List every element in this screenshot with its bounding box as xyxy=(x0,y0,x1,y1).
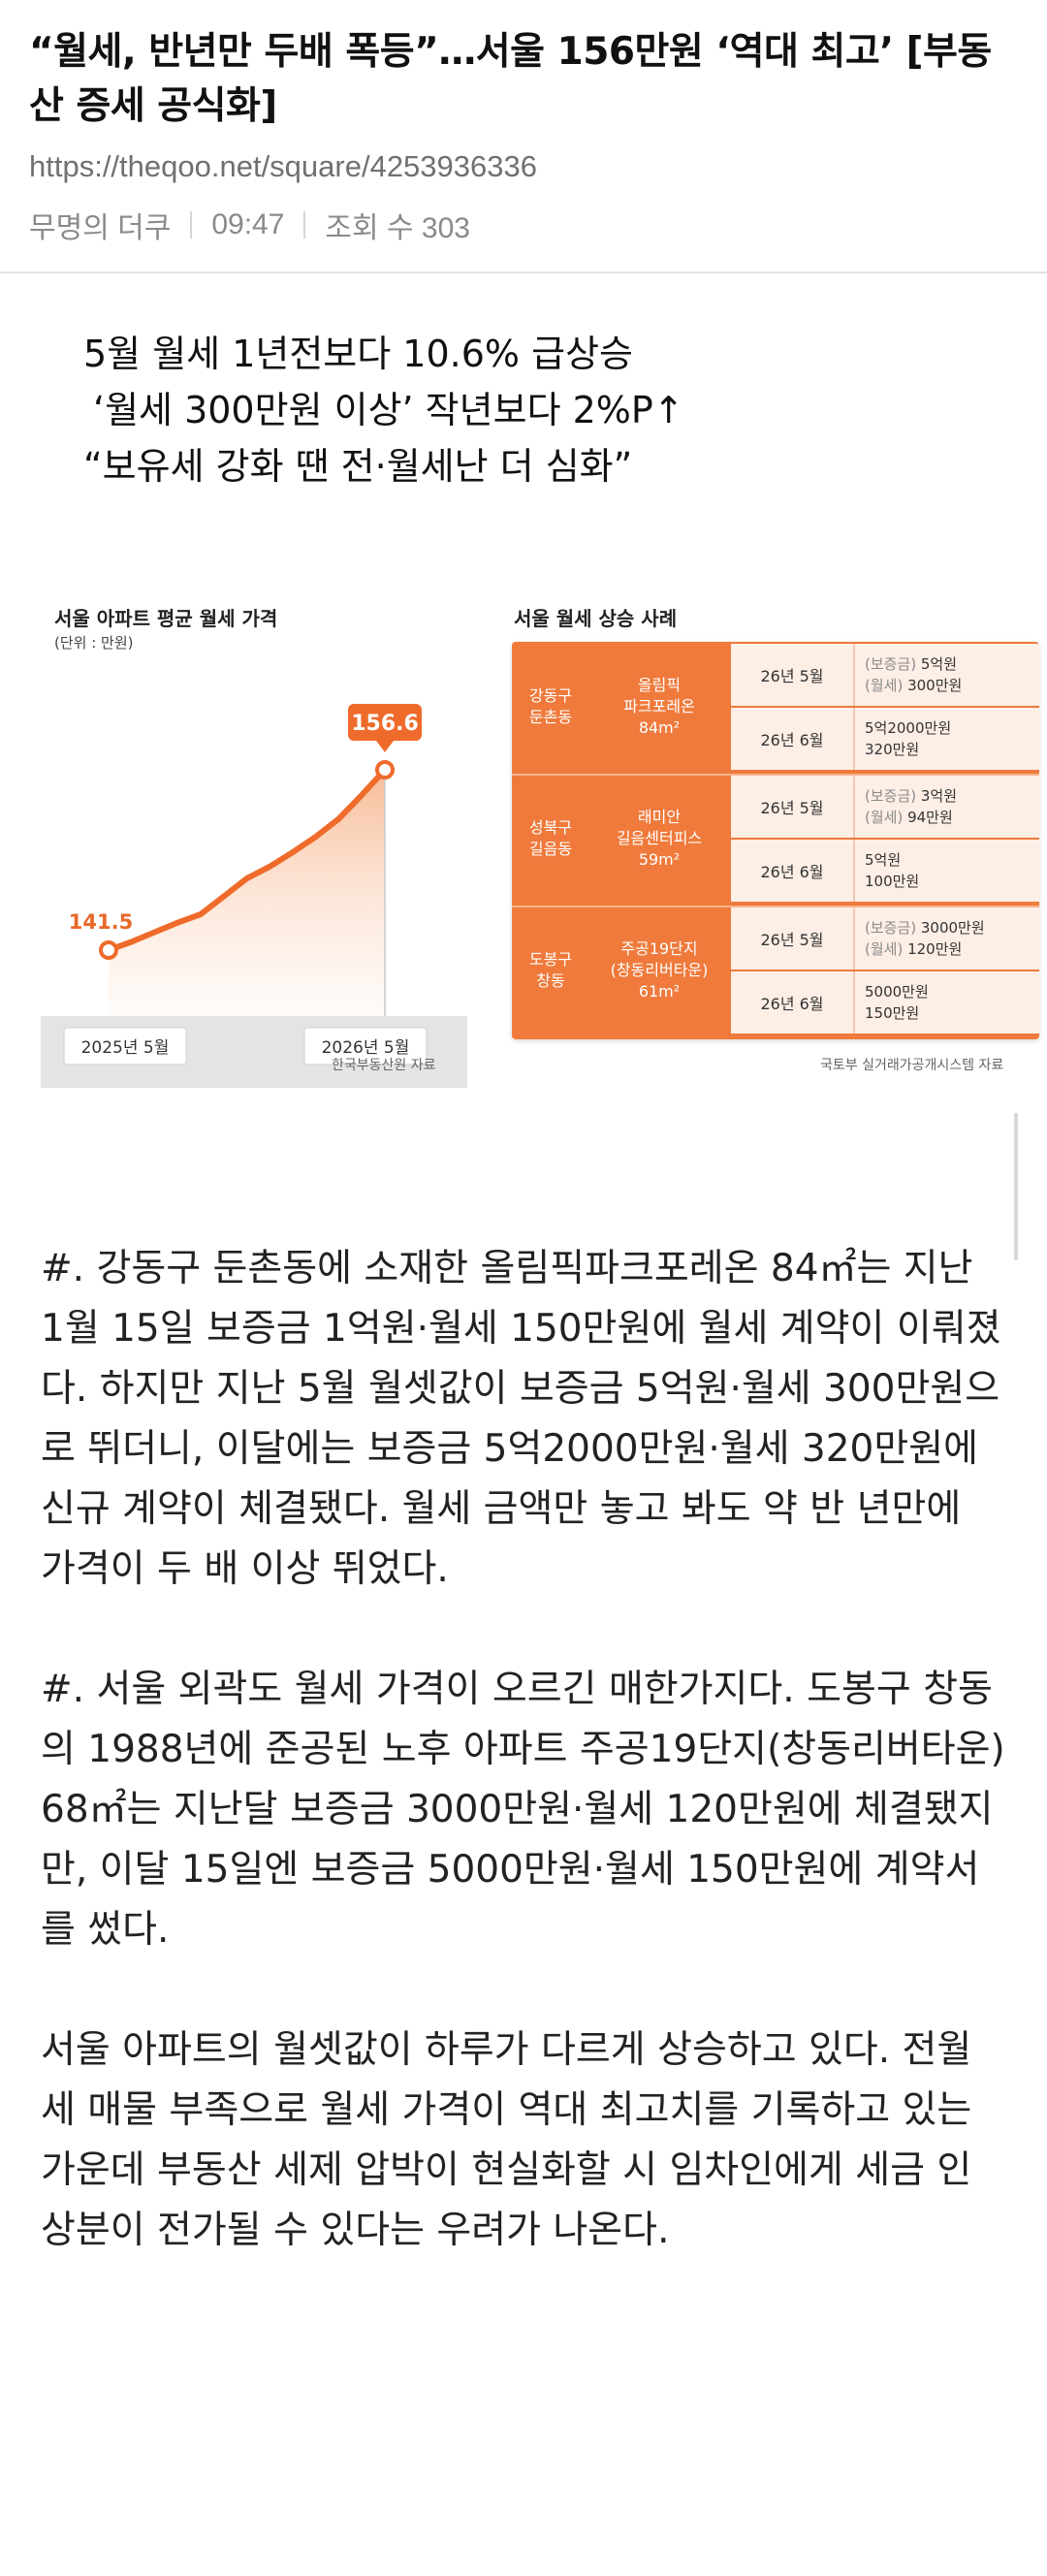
meta-divider xyxy=(303,211,306,239)
price-value: 300만원 xyxy=(903,677,963,694)
district-cell: 도봉구 창동 xyxy=(528,950,573,990)
article-infographic: 서울 아파트 평균 월세 가격 (단위 : 만원) 141.5 156.6 xyxy=(41,603,1039,1088)
header-divider xyxy=(0,271,1047,273)
post-time: 09:47 xyxy=(211,208,285,240)
row-separator xyxy=(512,906,1039,907)
contract-cell-may: 26년 5월 (보증금) 5억원 (월세) 300만원 xyxy=(731,644,1039,706)
contract-price: (보증금) 5억원 (월세) 300만원 xyxy=(865,644,1039,706)
chart-source: 한국부동산원 자료 xyxy=(332,1058,436,1073)
price-value: 3000만원 xyxy=(916,919,985,937)
contract-cell-june: 26년 6월 5000만원 150만원 xyxy=(731,971,1039,1034)
rent-case-table: 서울 월세 상승 사례 강동구 둔촌동 올림픽 파크포레온 84m² 26년 5월(… xyxy=(467,603,1039,1086)
lead-line-1: 5월 월세 1년전보다 10.6% 급상승 xyxy=(83,333,633,375)
price-label: (월세) xyxy=(865,809,904,826)
contract-cell-june: 26년 6월 5억원 100만원 xyxy=(731,840,1039,902)
district-cell: 성북구 길음동 xyxy=(528,818,573,858)
chart-label-end: 156.6 xyxy=(351,712,419,736)
lead-line-3: “보유세 강화 땐 전·월세난 더 심화” xyxy=(83,445,633,488)
price-value: 94만원 xyxy=(903,809,953,826)
contract-cell-may: 26년 5월 (보증금) 3000만원 (월세) 120만원 xyxy=(731,907,1039,970)
body-paragraph-1: #. 강동구 둔촌동에 소재한 올림픽파크포레온 84㎡는 지난 1월 15일 … xyxy=(41,1247,1001,1591)
contract-date: 26년 6월 xyxy=(731,971,855,1034)
x-tick-end-box xyxy=(303,1027,428,1065)
chart-label-start: 141.5 xyxy=(69,910,133,934)
price-label: (보증금) xyxy=(865,919,917,937)
price-label: (보증금) xyxy=(865,787,917,805)
post-meta: 무명의 더쿠 09:47 조회 수 303 xyxy=(29,204,1018,246)
post-title: “월세, 반년만 두배 폭등”…서울 156만원 ‘역대 최고’ [부동산 증세… xyxy=(29,30,992,128)
price-value: 120만원 xyxy=(903,940,963,958)
chart-area xyxy=(109,770,385,1016)
chart-point-end xyxy=(375,760,395,779)
meta-divider xyxy=(190,211,193,239)
contract-date: 26년 5월 xyxy=(731,907,855,970)
scroll-indicator xyxy=(1014,1113,1018,1260)
author-name[interactable]: 무명의 더쿠 xyxy=(29,212,172,244)
chart-canvas: 141.5 156.6 2025년 5월 2026년 5월 xyxy=(41,704,467,1088)
price-value: 5억2000만원 xyxy=(865,719,952,737)
rent-price-chart: 서울 아파트 평균 월세 가격 (단위 : 만원) 141.5 156.6 xyxy=(41,603,467,1088)
table-row: 도봉구 창동 주공19단지 (창동리버타운) 61m² 26년 5월 (보증금) 30… xyxy=(512,907,1039,1034)
row-separator xyxy=(512,774,1039,776)
price-value: 5억원 xyxy=(916,655,958,673)
apartment-cell: 올림픽 파크포레온 84m² xyxy=(623,676,695,737)
chart-series-line xyxy=(106,767,388,953)
price-value: 5000만원 xyxy=(865,983,929,1001)
x-tick-start-box xyxy=(63,1027,187,1065)
post-url-link[interactable]: https://theqoo.net/square/4253936336 xyxy=(29,149,537,183)
chart-label-end-callout: 156.6 xyxy=(348,704,422,752)
price-label: (월세) xyxy=(865,677,904,694)
body-paragraph-3: 서울 아파트의 월셋값이 하루가 다르게 상승하고 있다. 전월세 매물 부족으… xyxy=(41,2028,972,2252)
price-label: (월세) xyxy=(865,940,904,958)
x-tick-end: 2026년 5월 xyxy=(322,1038,410,1058)
price-value: 100만원 xyxy=(865,873,920,890)
district-cell: 강동구 둔촌동 xyxy=(528,686,573,726)
post-header: “월세, 반년만 두배 폭등”…서울 156만원 ‘역대 최고’ [부동산 증세… xyxy=(0,0,1047,246)
price-label: (보증금) xyxy=(865,655,917,673)
contract-date: 26년 6월 xyxy=(731,708,855,770)
contract-date: 26년 5월 xyxy=(731,776,855,838)
contract-price: (보증금) 3억원 (월세) 94만원 xyxy=(865,776,1039,838)
contract-date: 26년 6월 xyxy=(731,840,855,902)
price-value: 3억원 xyxy=(916,787,958,805)
price-value: 150만원 xyxy=(865,1004,920,1022)
view-count: 조회 수 303 xyxy=(325,212,470,244)
price-value: 320만원 xyxy=(865,741,920,758)
apartment-cell: 래미안 길음센터피스 59m² xyxy=(616,808,703,869)
x-tick-start: 2025년 5월 xyxy=(81,1038,170,1058)
contract-cell-june: 26년 6월 5억2000만원 320만원 xyxy=(731,708,1039,770)
contract-cell-may: 26년 5월 (보증금) 3억원 (월세) 94만원 xyxy=(731,776,1039,838)
table-row: 강동구 둔촌동 올림픽 파크포레온 84m² 26년 5월 (보증금) 5억원 (월세)… xyxy=(512,644,1039,770)
apartment-cell: 주공19단지 (창동리버타운) 61m² xyxy=(610,939,709,1001)
article-lead: 5월 월세 1년전보다 10.6% 급상승 ‘월세 300만원 이상’ 작년보다… xyxy=(0,273,1047,494)
contract-price: (보증금) 3000만원 (월세) 120만원 xyxy=(865,907,1039,970)
lead-line-2: ‘월세 300만원 이상’ 작년보다 2%P↑ xyxy=(93,389,684,431)
table-source: 국토부 실거래가공개시스템 자료 xyxy=(820,1058,1004,1073)
contract-date: 26년 5월 xyxy=(731,644,855,706)
chart-point-start xyxy=(99,940,118,960)
table-title: 서울 월세 상승 사례 xyxy=(514,607,678,630)
contract-price: 5억2000만원 320만원 xyxy=(865,708,1039,770)
price-value: 5억원 xyxy=(865,851,902,869)
contract-price: 5억원 100만원 xyxy=(865,840,1039,902)
chart-unit: (단위 : 만원) xyxy=(54,634,134,652)
chart-title: 서울 아파트 평균 월세 가격 xyxy=(54,607,278,630)
body-paragraph-2: #. 서울 외곽도 월세 가격이 오르긴 매한가지다. 도봉구 창동의 1988… xyxy=(41,1668,1005,1952)
table-row: 성북구 길음동 래미안 길음센터피스 59m² 26년 5월 (보증금) 3억원 (월세… xyxy=(512,776,1039,902)
table-body: 강동구 둔촌동 올림픽 파크포레온 84m² 26년 5월 (보증금) 5억원 (월세)… xyxy=(512,642,1039,1039)
contract-price: 5000만원 150만원 xyxy=(865,971,1039,1034)
